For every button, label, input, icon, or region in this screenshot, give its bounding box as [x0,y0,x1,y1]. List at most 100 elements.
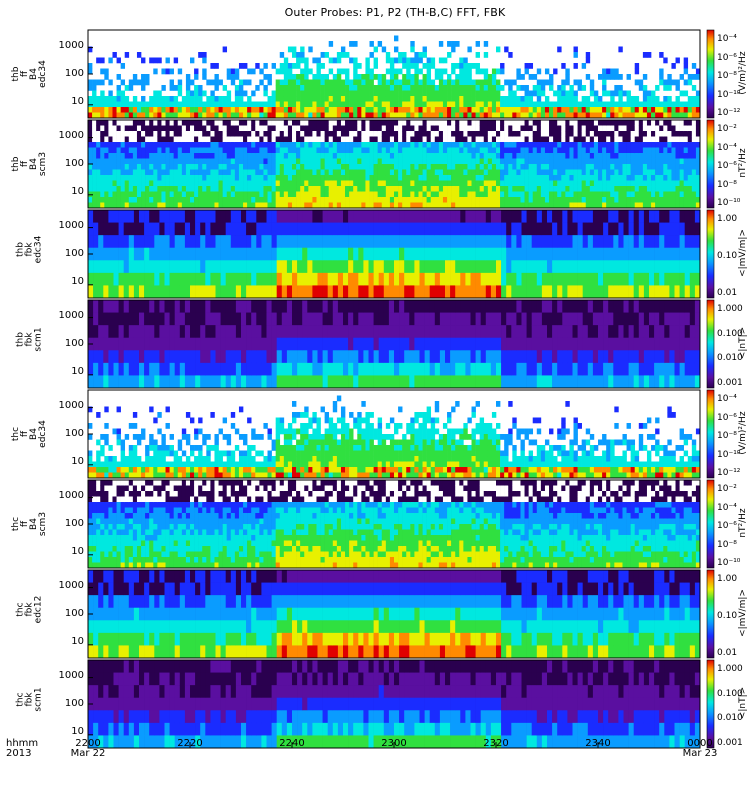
y-axis-label-thc-ff-b4-scm3: thc ff B4 scm3 [11,484,48,564]
colorbar-unit-thb-fbk-edc34: <|mV/m|> [738,229,748,277]
colorbar-unit-thb-ff-b4-edc34: (V/m)²/Hz [738,51,748,95]
colorbar-tick-label: 10⁻¹⁰ [717,89,741,100]
colorbar-tick-label: 10⁻⁸ [717,179,737,190]
y-tick-label: 100 [64,68,84,79]
y-axis-label-line: edc34 [33,235,44,264]
colorbar-tick-label: 10⁻⁸ [717,539,737,550]
y-tick-label: 1000 [58,669,84,681]
colorbar-tick-label: 0.010 [717,713,743,724]
colorbar-tick-label: 1.000 [717,664,743,674]
y-axis-label-thb-fbk-scm1: thb fbk scm1 [16,300,44,380]
colorbar-unit-thc-fbk-edc12: <|mV/m|> [738,589,748,637]
colorbar-thc-ff-b4-scm3 [706,479,715,569]
colorbar-tick-label: 10⁻⁶ [717,412,737,423]
y-axis-label-thb-ff-b4-edc34: thb ff B4 edc34 [11,34,48,114]
x-tick-label: 0000 [687,738,713,749]
x-tick-label: 2240 [279,738,305,749]
colorbar-thb-ff-b4-scm3 [706,119,715,209]
panel-thb-fbk-scm1 [88,300,701,389]
x-tick-label: 2300 [381,738,407,749]
colorbar-thb-ff-b4-edc34 [706,29,715,119]
y-axis-label-thb-fbk-edc34: thb fbk edc34 [16,210,44,290]
y-tick-label: 100 [64,608,84,619]
y-tick-label: 1000 [58,219,84,231]
y-tick-label: 10 [71,366,84,378]
colorbar-tick-label: 10⁻⁴ [717,34,737,44]
colorbar-tick-label: 10⁻¹² [717,468,741,478]
colorbar-tick-label: 10⁻⁸ [717,71,737,81]
colorbar-unit-thc-fbk-scm1: <|nT|> [738,686,748,720]
colorbar-tick-label: 10⁻⁴ [717,142,737,153]
y-axis-label-thc-fbk-scm1: thc fbk scm1 [16,660,44,740]
panel-thb-ff-b4-scm3 [88,120,701,209]
y-tick-label: 10 [71,456,84,468]
colorbar-thc-fbk-scm1 [706,659,715,749]
x-axis-label-hhmm: hhmm [6,738,39,749]
colorbar-unit-thb-ff-b4-scm3: nT²/Hz [738,148,748,178]
y-axis-label-thc-fbk-edc12: thc fbk edc12 [16,570,44,650]
y-tick-label: 10 [71,96,84,108]
y-tick-label: 1000 [58,489,84,501]
y-tick-label: 100 [64,338,84,349]
x-tick-label: 2340 [585,738,611,749]
colorbar-tick-label: 10⁻¹⁰ [717,198,741,208]
colorbar-tick-label: 0.100 [717,688,743,699]
y-tick-label: 10 [71,186,84,198]
colorbar-tick-label: 10⁻¹⁰ [717,558,741,568]
colorbar-tick-label: 0.001 [717,378,743,388]
colorbar-tick-label: 0.10 [717,611,738,621]
y-tick-label: 10 [71,546,84,558]
colorbar-tick-label: 1.00 [717,574,738,584]
colorbar-thc-fbk-edc12 [706,569,715,659]
y-axis-label-line: scm1 [33,327,44,352]
y-tick-label: 10 [71,276,84,288]
panel-thc-fbk-scm1 [88,660,701,749]
colorbar-tick-label: 1.00 [717,214,738,224]
colorbar-thc-ff-b4-edc34 [706,389,715,479]
colorbar-thb-fbk-scm1 [706,299,715,389]
colorbar-tick-label: 10⁻² [717,484,737,494]
x-date-label-start: Mar 22 [70,748,106,759]
colorbar-tick-label: 1.000 [717,304,743,314]
y-tick-label: 1000 [58,129,84,141]
colorbar-tick-label: 10⁻⁶ [717,521,737,531]
colorbar-unit-thc-ff-b4-scm3: nT²/Hz [738,508,748,538]
panel-thc-fbk-edc12 [88,570,701,659]
colorbar-tick-label: 10⁻¹⁰ [717,449,741,460]
colorbar-tick-label: 10⁻⁶ [717,52,737,63]
colorbar-tick-label: 0.01 [717,648,738,658]
y-tick-label: 1000 [58,579,84,591]
colorbar-tick-label: 10⁻⁴ [717,394,737,404]
y-tick-label: 10 [71,726,84,738]
panel-thb-fbk-edc34 [88,210,701,299]
colorbar-thb-fbk-edc34 [706,209,715,299]
colorbar-tick-label: 10⁻⁶ [717,161,737,171]
colorbar-tick-label: 10⁻¹² [717,108,741,118]
panel-thb-ff-b4-edc34 [88,30,701,119]
chart-title: Outer Probes: P1, P2 (TH-B,C) FFT, FBK [284,6,506,19]
y-tick-label: 100 [64,518,84,529]
y-tick-label: 1000 [58,399,84,411]
x-date-label-end: Mar 23 [682,748,718,759]
y-tick-label: 100 [64,248,84,259]
colorbar-tick-label: 10⁻² [717,124,737,134]
x-axis-label-year: 2013 [6,748,32,759]
colorbar-tick-label: 0.10 [717,251,738,261]
y-axis-label-line: scm1 [33,687,44,712]
colorbar-unit-thb-fbk-scm1: <|nT|> [738,326,748,360]
panel-thc-ff-b4-edc34 [88,390,701,479]
y-tick-label: 1000 [58,39,84,51]
y-tick-label: 100 [64,698,84,709]
y-tick-label: 1000 [58,309,84,321]
y-axis-label-thc-ff-b4-edc34: thc ff B4 edc34 [11,394,48,474]
y-axis-label-line: edc12 [33,595,44,624]
x-tick-label: 2200 [75,738,101,749]
y-tick-label: 10 [71,636,84,648]
colorbar-tick-label: 0.100 [717,328,743,339]
panel-thc-ff-b4-scm3 [88,480,701,569]
colorbar-tick-label: 10⁻⁸ [717,431,737,441]
colorbar-tick-label: 0.001 [717,738,743,748]
colorbar-tick-label: 10⁻⁴ [717,502,737,513]
y-tick-label: 100 [64,158,84,169]
